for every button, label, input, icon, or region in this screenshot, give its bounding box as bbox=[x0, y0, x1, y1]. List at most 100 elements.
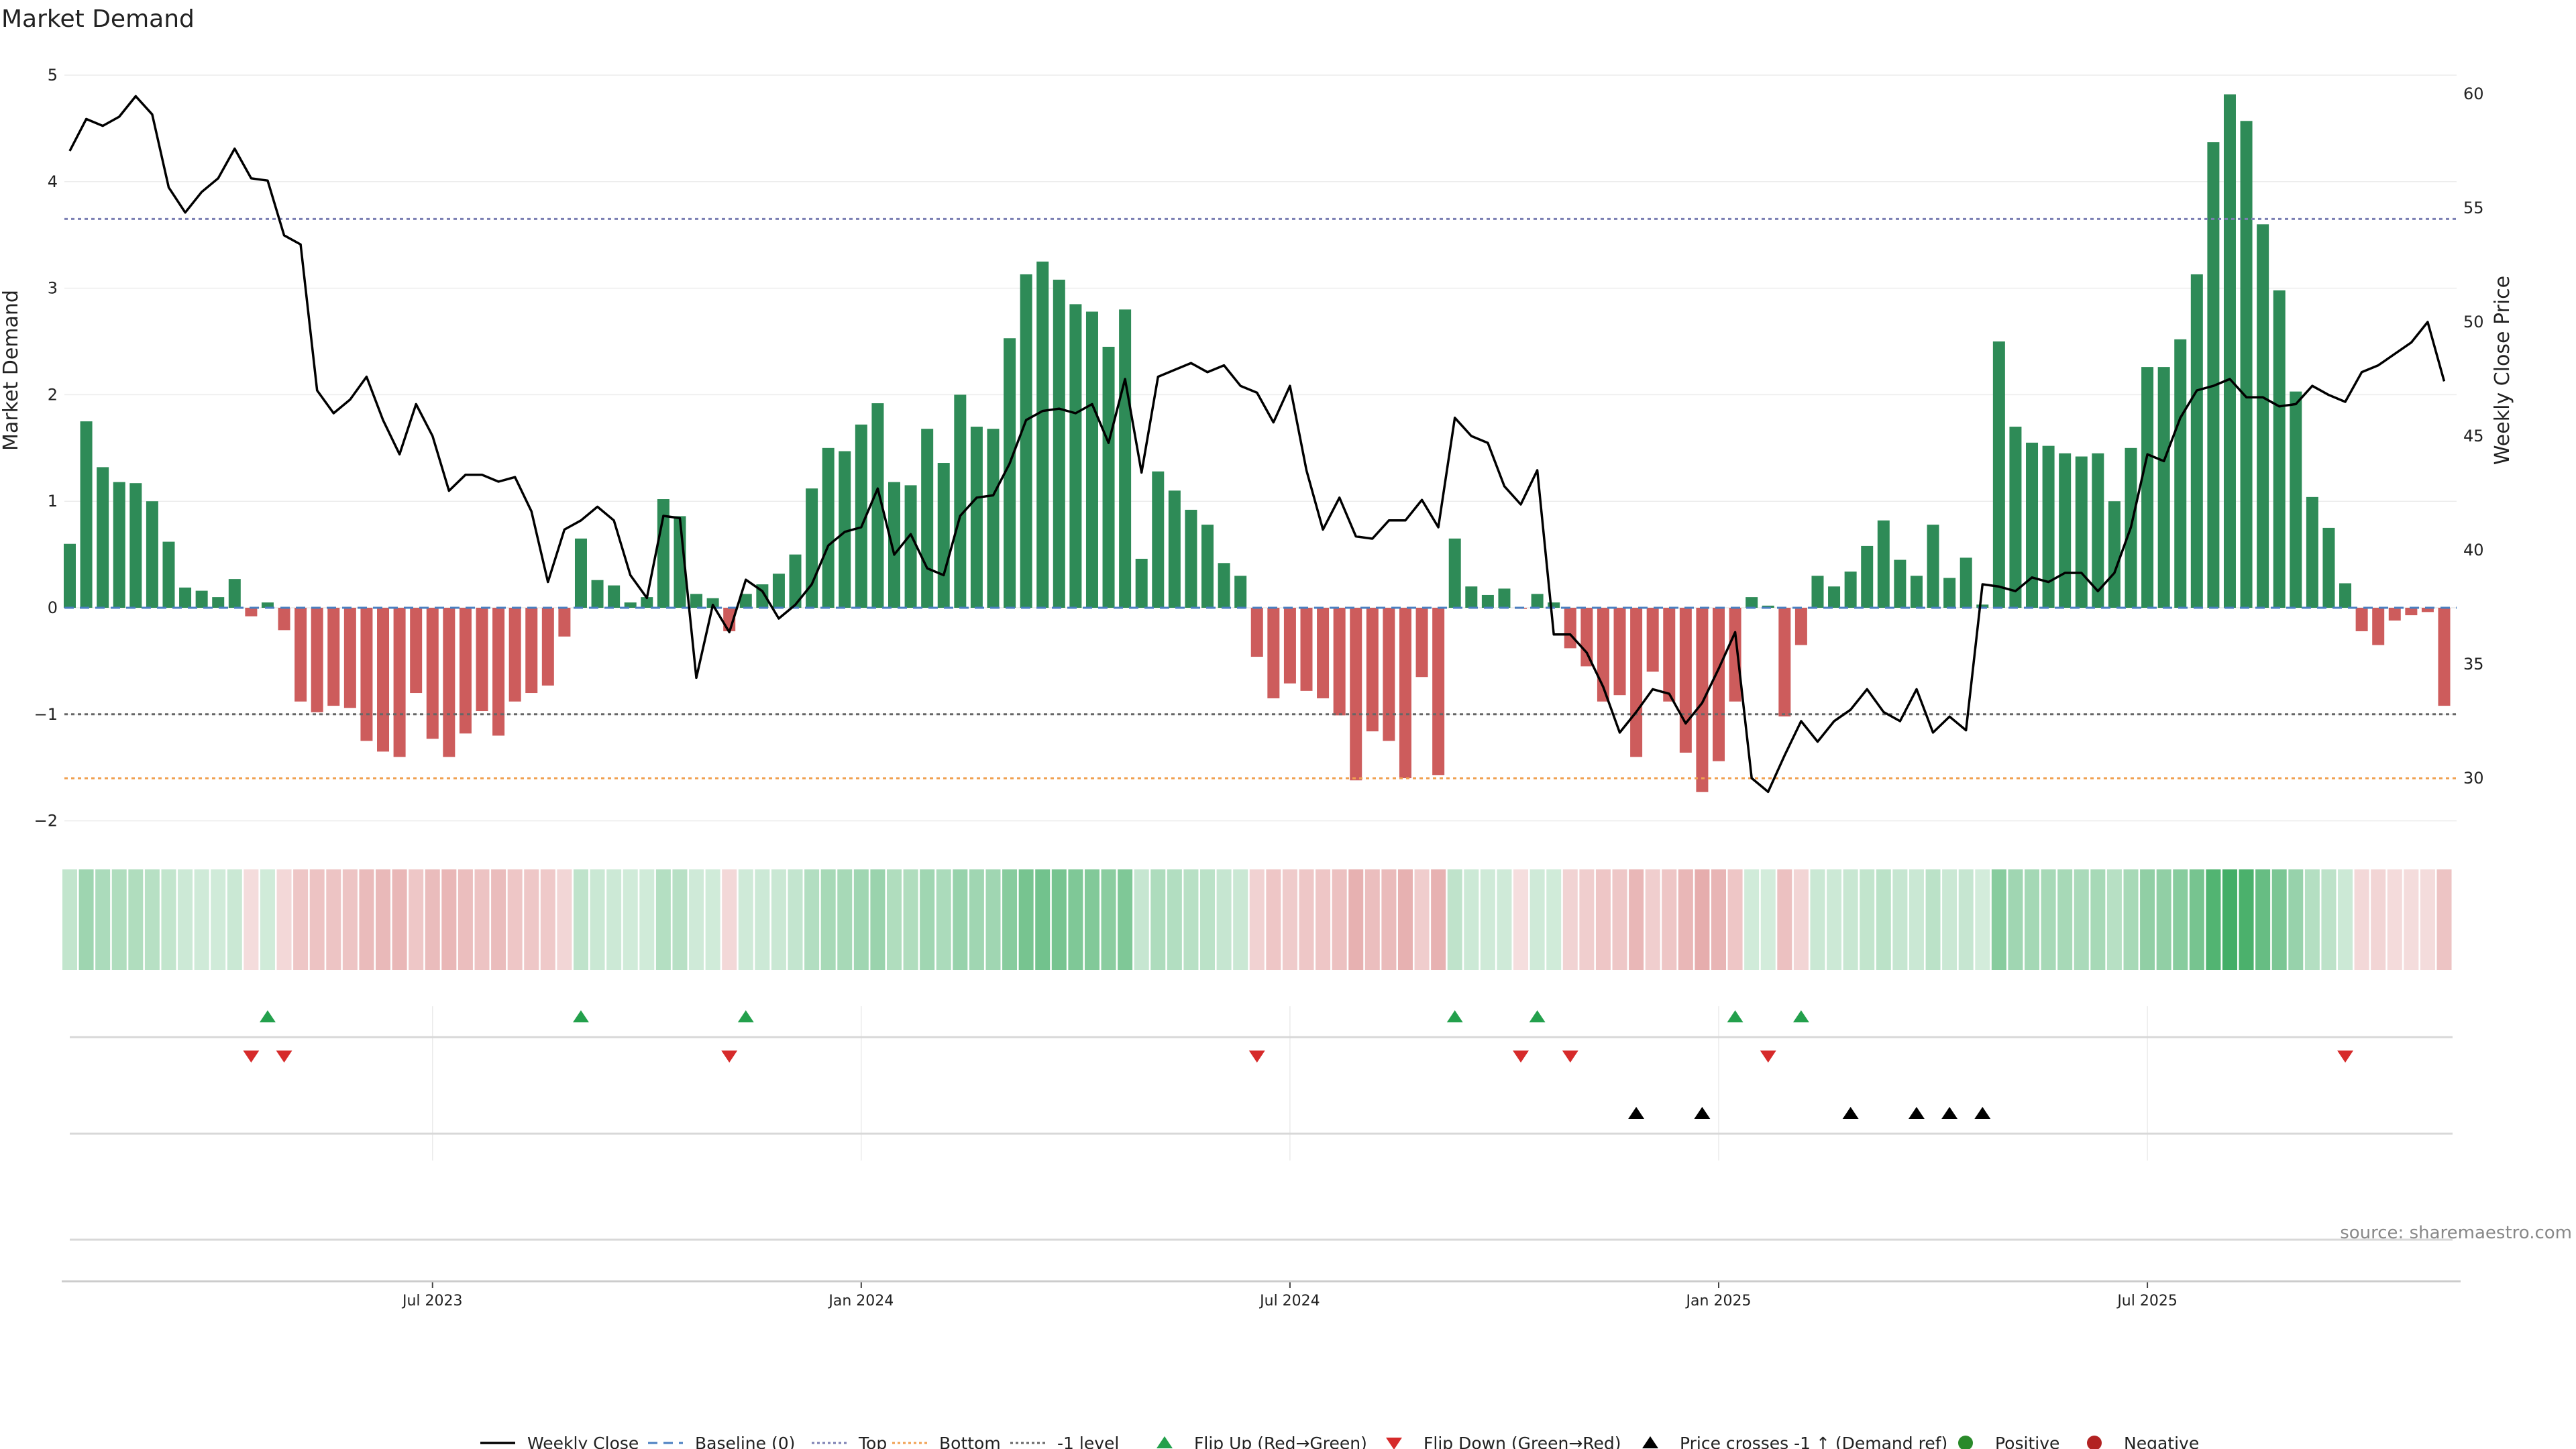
legend-swatch bbox=[1642, 1436, 1658, 1448]
demand-bar bbox=[261, 602, 274, 608]
heat-cell bbox=[1150, 869, 1166, 970]
demand-bar bbox=[641, 597, 653, 608]
heat-cell bbox=[2189, 869, 2204, 970]
demand-bar bbox=[1102, 346, 1115, 608]
demand-bar bbox=[278, 608, 290, 631]
legend-swatch bbox=[1157, 1436, 1173, 1448]
legend-label: Top bbox=[858, 1434, 887, 1449]
demand-bar bbox=[1119, 309, 1132, 608]
demand-bar bbox=[2273, 290, 2286, 608]
heat-cell bbox=[771, 869, 786, 970]
heat-cell bbox=[870, 869, 885, 970]
demand-bar bbox=[1976, 604, 1989, 608]
heat-cell bbox=[655, 869, 671, 970]
heat-cell bbox=[722, 869, 737, 970]
demand-bar bbox=[1663, 608, 1676, 702]
heat-cell bbox=[2338, 869, 2353, 970]
heat-cell bbox=[1233, 869, 1248, 970]
demand-bar bbox=[1679, 608, 1692, 753]
heat-cell bbox=[1200, 869, 1216, 970]
heat-cell bbox=[1447, 869, 1462, 970]
heat-cell bbox=[590, 869, 605, 970]
x-tick-label: Jul 2025 bbox=[2116, 1293, 2178, 1309]
y-axis-ticks: 5 4 3 2 1 0 −2 −1 bbox=[34, 66, 58, 830]
heat-cell bbox=[1299, 869, 1314, 970]
demand-bar bbox=[2372, 608, 2385, 645]
flip-down-marker bbox=[1562, 1051, 1578, 1063]
demand-bar bbox=[1053, 279, 1065, 608]
heat-cell bbox=[1892, 869, 1908, 970]
heat-cell bbox=[359, 869, 374, 970]
legend-item: Price crosses -1 ↑ (Demand ref) bbox=[1642, 1434, 1947, 1449]
heat-cell bbox=[1348, 869, 1364, 970]
y2-tick-label: 35 bbox=[2463, 655, 2484, 674]
heat-cell bbox=[260, 869, 275, 970]
legend-label: Flip Up (Red→Green) bbox=[1194, 1434, 1367, 1449]
heat-cell bbox=[853, 869, 869, 970]
demand-bar bbox=[2306, 496, 2318, 608]
heat-cell bbox=[1282, 869, 1297, 970]
heat-cell bbox=[1464, 869, 1479, 970]
demand-bar bbox=[1729, 608, 1741, 702]
demand-bar bbox=[1564, 608, 1576, 649]
demand-bar bbox=[1927, 525, 1939, 608]
demand-bar bbox=[2157, 367, 2170, 608]
x-tick-label: Jul 2024 bbox=[1258, 1293, 1320, 1309]
demand-bar bbox=[1432, 608, 1445, 775]
heat-cell bbox=[194, 869, 209, 970]
demand-bar bbox=[541, 608, 554, 686]
demand-bar bbox=[2257, 224, 2269, 608]
heat-cell bbox=[1167, 869, 1182, 970]
demand-bar bbox=[492, 608, 505, 736]
heat-cell bbox=[326, 869, 341, 970]
heat-cell bbox=[1546, 869, 1562, 970]
heat-cell bbox=[903, 869, 918, 970]
demand-bar bbox=[2438, 608, 2451, 706]
demand-bar bbox=[1300, 608, 1313, 691]
legend-label: Baseline (0) bbox=[695, 1434, 795, 1449]
demand-bar bbox=[377, 608, 390, 752]
flip-down-marker bbox=[1248, 1051, 1265, 1063]
demand-bar bbox=[195, 590, 208, 608]
flip-up-marker bbox=[1529, 1010, 1546, 1022]
y-tick-label: 4 bbox=[48, 172, 58, 191]
heat-cell bbox=[1925, 869, 1941, 970]
demand-bar bbox=[789, 554, 802, 608]
heat-cell bbox=[1084, 869, 1099, 970]
flip-down-marker bbox=[276, 1051, 292, 1063]
heat-cell bbox=[1497, 869, 1512, 970]
flip-markers bbox=[243, 1010, 2354, 1063]
demand-bar bbox=[1267, 608, 1280, 698]
heat-cell bbox=[2090, 869, 2106, 970]
heat-cell bbox=[1513, 869, 1529, 970]
demand-bar bbox=[1415, 608, 1428, 678]
y2-tick-label: 55 bbox=[2463, 199, 2484, 217]
heat-cell bbox=[1760, 869, 1776, 970]
heat-cell bbox=[1612, 869, 1627, 970]
heat-cell bbox=[392, 869, 407, 970]
legend-item: Flip Up (Red→Green) bbox=[1157, 1434, 1367, 1449]
demand-bar bbox=[2042, 445, 2055, 608]
heat-cell bbox=[1727, 869, 1743, 970]
demand-bar bbox=[954, 394, 967, 608]
demand-bar bbox=[739, 594, 752, 608]
y-tick-label: 0 bbox=[48, 598, 58, 617]
legend-item: Weekly Close bbox=[480, 1434, 639, 1449]
heat-cell bbox=[2404, 869, 2419, 970]
heat-cell bbox=[1018, 869, 1034, 970]
grid bbox=[64, 74, 2457, 822]
heat-cell bbox=[1118, 869, 1133, 970]
demand-bar bbox=[1696, 608, 1709, 792]
heat-cell bbox=[458, 869, 473, 970]
demand-bar bbox=[146, 501, 158, 608]
y-axis-label: Market Demand bbox=[0, 290, 23, 451]
heat-cell bbox=[1810, 869, 1825, 970]
legend-label: Flip Down (Green→Red) bbox=[1424, 1434, 1621, 1449]
heat-cell bbox=[738, 869, 753, 970]
demand-bar bbox=[608, 585, 621, 608]
demand-bar bbox=[80, 421, 93, 608]
heat-cell bbox=[78, 869, 94, 970]
y-tick-label: 3 bbox=[48, 279, 58, 298]
heat-cell bbox=[276, 869, 292, 970]
demand-bar bbox=[1894, 559, 1907, 608]
